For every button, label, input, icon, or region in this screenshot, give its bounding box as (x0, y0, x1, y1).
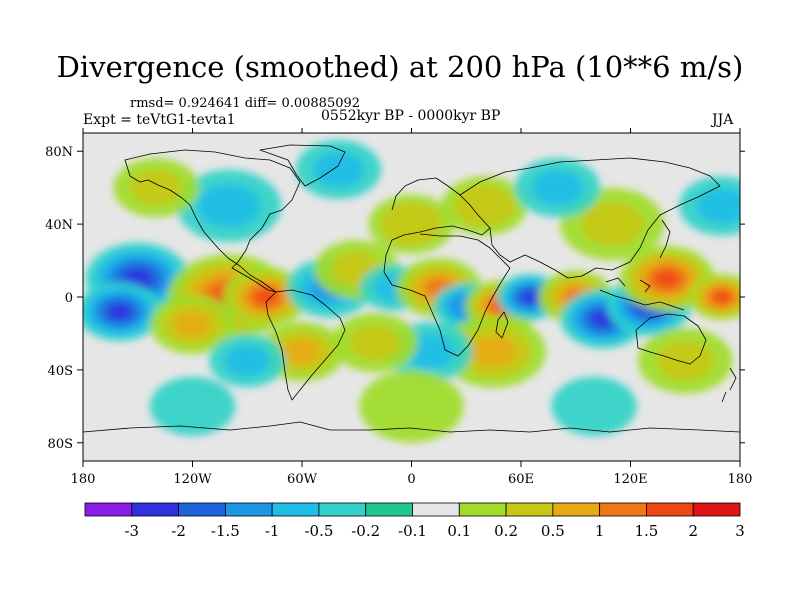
field-blob-30-ring-1 (696, 188, 740, 224)
colorbar-label-2: -1.5 (211, 522, 240, 540)
coastline-greenland (259, 144, 346, 187)
colorbar-swatch-0 (84, 502, 133, 517)
x-tick-label-6: 180 (728, 472, 753, 487)
colorbar-swatch-2 (178, 502, 226, 517)
colorbar-swatch-9 (505, 502, 554, 517)
colorbar-swatch-1 (131, 502, 179, 517)
coastline-new-zealand (721, 367, 737, 403)
field-blob-16-ring-4 (712, 290, 731, 304)
colorbar-label-11: 1.5 (634, 522, 658, 540)
colorbar-label-6: -0.1 (398, 522, 427, 540)
chart-title: Divergence (smoothed) at 200 hPa (10**6 … (56, 50, 744, 84)
field-blob-3-ring-4 (253, 288, 278, 306)
y-tick-label-2: 0 (65, 291, 73, 306)
colorbar-swatch-4 (271, 502, 320, 517)
y-tick-label-3: 40S (48, 364, 73, 379)
field-blob-23-ring-1 (580, 202, 644, 246)
colorbar-swatch-3 (224, 502, 273, 517)
colorbar-swatch-11 (599, 502, 647, 517)
field-blob-25-ring-1 (531, 169, 584, 206)
axis-ticks: 180 120W 60W 0 60E 120E 180 80N 40N 0 40S 80S (45, 128, 752, 487)
coastline-antarctica (83, 421, 740, 433)
field-blobs (83, 139, 740, 443)
stats-text: rmsd= 0.924641 diff= 0.00885092 (130, 96, 361, 111)
season-label: JJA (712, 112, 734, 128)
field-blob-28-ring-1 (312, 151, 365, 188)
divergence-field (83, 139, 740, 443)
period-label: 0552kyr BP - 0000kyr BP (321, 108, 501, 124)
y-tick-label-1: 40N (45, 218, 73, 233)
colorbar-label-1: -2 (171, 522, 186, 540)
field-blob-22-ring-1 (656, 341, 714, 381)
field-blob-11-ring-4 (521, 290, 540, 304)
field-blob-21-ring-1 (224, 345, 271, 377)
colorbar-label-4: -0.5 (304, 522, 333, 540)
experiment-label: Expt = teVtG1-tevta1 (83, 112, 236, 128)
x-tick-label-2: 60W (287, 472, 318, 487)
field-blob-27-ring-1 (130, 169, 182, 206)
coastlines (83, 144, 740, 433)
colorbar-swatch-6 (365, 502, 413, 517)
field-blob-20-ring-2 (283, 339, 321, 365)
field-blob-4-ring-2 (174, 311, 211, 337)
field-blob-29-ring-1 (380, 203, 443, 246)
x-tick-label-1: 120W (173, 472, 212, 487)
colorbar-label-0: -3 (124, 522, 139, 540)
colorbar-swatch-7 (412, 502, 460, 517)
field-blob-1-ring-4 (107, 303, 132, 320)
colorbar: -3 -2 -1.5 -1 -0.5 -0.2 -0.1 0.1 0.2 0.5 1 1.5 2 3 (84, 502, 745, 540)
coastline-australia (635, 313, 707, 365)
colorbar-swatch-13 (692, 502, 741, 517)
colorbar-label-13: 3 (735, 522, 745, 540)
coastline-south-america (265, 289, 346, 401)
coastline-japan (659, 219, 671, 259)
colorbar-label-10: 1 (595, 522, 605, 540)
y-tick-label-0: 80N (45, 145, 73, 160)
colorbar-swatch-10 (552, 502, 601, 517)
colorbar-swatch-12 (646, 502, 694, 517)
field-blob-32-ring-0 (149, 376, 236, 436)
colorbar-label-3: -1 (265, 522, 280, 540)
x-tick-label-4: 60E (508, 472, 534, 487)
colorbar-swatch-5 (318, 502, 367, 517)
field-blob-15-ring-4 (654, 269, 680, 288)
field-blob-17-ring-2 (471, 336, 516, 368)
colorbar-label-12: 2 (688, 522, 698, 540)
field-blob-26-ring-1 (197, 184, 261, 228)
coastline-maritime-continent (599, 277, 685, 311)
colorbar-label-9: 0.5 (541, 522, 565, 540)
x-tick-label-0: 180 (71, 472, 96, 487)
colorbar-label-8: 0.2 (494, 522, 518, 540)
field-blob-33-ring-0 (551, 376, 637, 436)
coastline-madagascar (495, 311, 509, 339)
colorbar-swatch-8 (458, 502, 507, 517)
field-blob-19-ring-1 (349, 324, 401, 361)
field-blob-24-ring-1 (453, 184, 516, 227)
field-blob-31-ring-0 (359, 370, 464, 443)
y-tick-label-4: 80S (48, 437, 73, 452)
coastline-europe-africa (383, 177, 511, 357)
x-tick-label-5: 120E (613, 472, 647, 487)
colorbar-label-7: 0.1 (447, 522, 471, 540)
colorbar-label-5: -0.2 (351, 522, 380, 540)
coastline-asia (459, 157, 721, 279)
coastline-north-america (124, 149, 301, 293)
x-tick-label-3: 0 (407, 472, 415, 487)
